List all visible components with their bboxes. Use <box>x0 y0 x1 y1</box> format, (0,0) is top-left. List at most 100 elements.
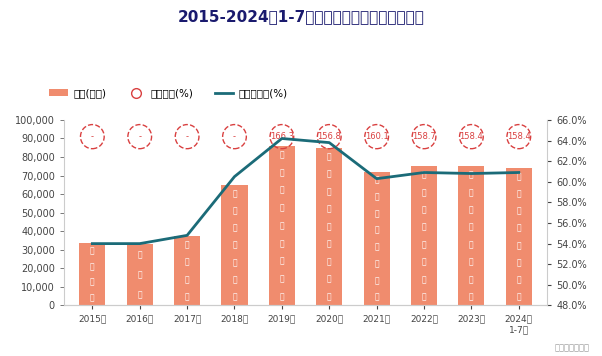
Ellipse shape <box>370 257 383 271</box>
Text: 债: 债 <box>232 292 237 301</box>
Text: 债: 债 <box>422 188 426 197</box>
Ellipse shape <box>181 272 193 287</box>
Ellipse shape <box>465 237 477 252</box>
Ellipse shape <box>276 289 288 304</box>
Ellipse shape <box>228 221 241 235</box>
Bar <box>506 168 532 305</box>
Text: 158.4: 158.4 <box>507 132 531 141</box>
Ellipse shape <box>370 190 383 204</box>
Bar <box>411 166 437 305</box>
Ellipse shape <box>134 268 146 282</box>
Text: 债: 债 <box>232 258 237 267</box>
Text: 债: 债 <box>469 257 474 267</box>
Text: 债: 债 <box>374 276 379 285</box>
Text: 债: 债 <box>137 250 142 259</box>
Ellipse shape <box>323 167 335 181</box>
Legend: 负债(亿元), 产权比率(%), 资产负债率(%): 负债(亿元), 产权比率(%), 资产负债率(%) <box>45 84 292 103</box>
Text: 债: 债 <box>327 275 332 284</box>
Ellipse shape <box>276 272 288 286</box>
Text: 制图：智研咨询: 制图：智研咨询 <box>555 344 590 352</box>
Ellipse shape <box>370 206 383 221</box>
Text: 债: 债 <box>469 292 474 301</box>
Ellipse shape <box>465 220 477 234</box>
Text: 166.3: 166.3 <box>270 132 294 141</box>
Text: 债: 债 <box>422 171 426 179</box>
Text: 债: 债 <box>232 241 237 250</box>
Text: 债: 债 <box>279 186 284 195</box>
Ellipse shape <box>465 203 477 217</box>
Ellipse shape <box>513 221 525 235</box>
Ellipse shape <box>513 256 525 269</box>
Text: 债: 债 <box>517 189 521 198</box>
Ellipse shape <box>323 150 335 163</box>
Text: 债: 债 <box>279 257 284 266</box>
Text: 债: 债 <box>279 150 284 159</box>
Ellipse shape <box>228 238 241 252</box>
Ellipse shape <box>465 185 477 199</box>
Text: 债: 债 <box>469 240 474 249</box>
Text: 债: 债 <box>374 293 379 302</box>
Text: 债: 债 <box>232 206 237 215</box>
Ellipse shape <box>418 220 430 234</box>
Ellipse shape <box>418 237 430 252</box>
Text: 债: 债 <box>232 189 237 198</box>
Text: 债: 债 <box>279 221 284 230</box>
Text: 债: 债 <box>327 187 332 196</box>
Text: 债: 债 <box>185 257 190 267</box>
Ellipse shape <box>323 290 335 304</box>
Ellipse shape <box>323 202 335 216</box>
Text: 债: 债 <box>90 247 95 256</box>
Text: 158.7: 158.7 <box>412 132 436 141</box>
Text: 债: 债 <box>422 223 426 232</box>
Text: 债: 债 <box>469 171 474 179</box>
Text: 债: 债 <box>279 292 284 301</box>
Text: 债: 债 <box>422 205 426 214</box>
Ellipse shape <box>465 168 477 182</box>
Text: 债: 债 <box>327 240 332 248</box>
Ellipse shape <box>465 255 477 269</box>
Text: 156.8: 156.8 <box>317 132 341 141</box>
Text: 债: 债 <box>517 292 521 302</box>
Ellipse shape <box>276 236 288 251</box>
Ellipse shape <box>418 255 430 269</box>
Text: 债: 债 <box>185 275 190 284</box>
Text: 债: 债 <box>374 226 379 235</box>
Ellipse shape <box>323 272 335 286</box>
Ellipse shape <box>513 204 525 218</box>
Ellipse shape <box>276 254 288 268</box>
Text: 债: 债 <box>422 275 426 284</box>
Text: 债: 债 <box>374 259 379 268</box>
Text: 债: 债 <box>90 278 95 287</box>
Bar <box>126 244 153 305</box>
Text: 债: 债 <box>90 262 95 271</box>
Ellipse shape <box>86 260 99 274</box>
Bar <box>174 236 200 305</box>
Text: 债: 债 <box>327 169 332 179</box>
Text: 债: 债 <box>517 224 521 233</box>
Text: 2015-2024年1-7月山东省工业企业负债统计图: 2015-2024年1-7月山东省工业企业负债统计图 <box>178 9 424 24</box>
Text: -: - <box>233 132 236 141</box>
Ellipse shape <box>323 220 335 234</box>
Text: 债: 债 <box>469 205 474 214</box>
Ellipse shape <box>513 170 525 184</box>
Ellipse shape <box>323 255 335 269</box>
Ellipse shape <box>228 204 241 218</box>
Ellipse shape <box>513 239 525 252</box>
Ellipse shape <box>465 272 477 287</box>
Ellipse shape <box>86 275 99 289</box>
Ellipse shape <box>418 168 430 182</box>
Ellipse shape <box>276 166 288 179</box>
Ellipse shape <box>228 273 241 287</box>
Text: 债: 债 <box>374 209 379 218</box>
Ellipse shape <box>370 273 383 287</box>
Text: 债: 债 <box>327 257 332 266</box>
Ellipse shape <box>418 272 430 287</box>
Ellipse shape <box>370 173 383 187</box>
Text: 债: 债 <box>185 292 190 301</box>
Text: 债: 债 <box>517 241 521 250</box>
Text: 债: 债 <box>327 205 332 214</box>
Text: 债: 债 <box>279 204 284 213</box>
Ellipse shape <box>276 201 288 215</box>
Ellipse shape <box>465 290 477 304</box>
Ellipse shape <box>181 290 193 304</box>
